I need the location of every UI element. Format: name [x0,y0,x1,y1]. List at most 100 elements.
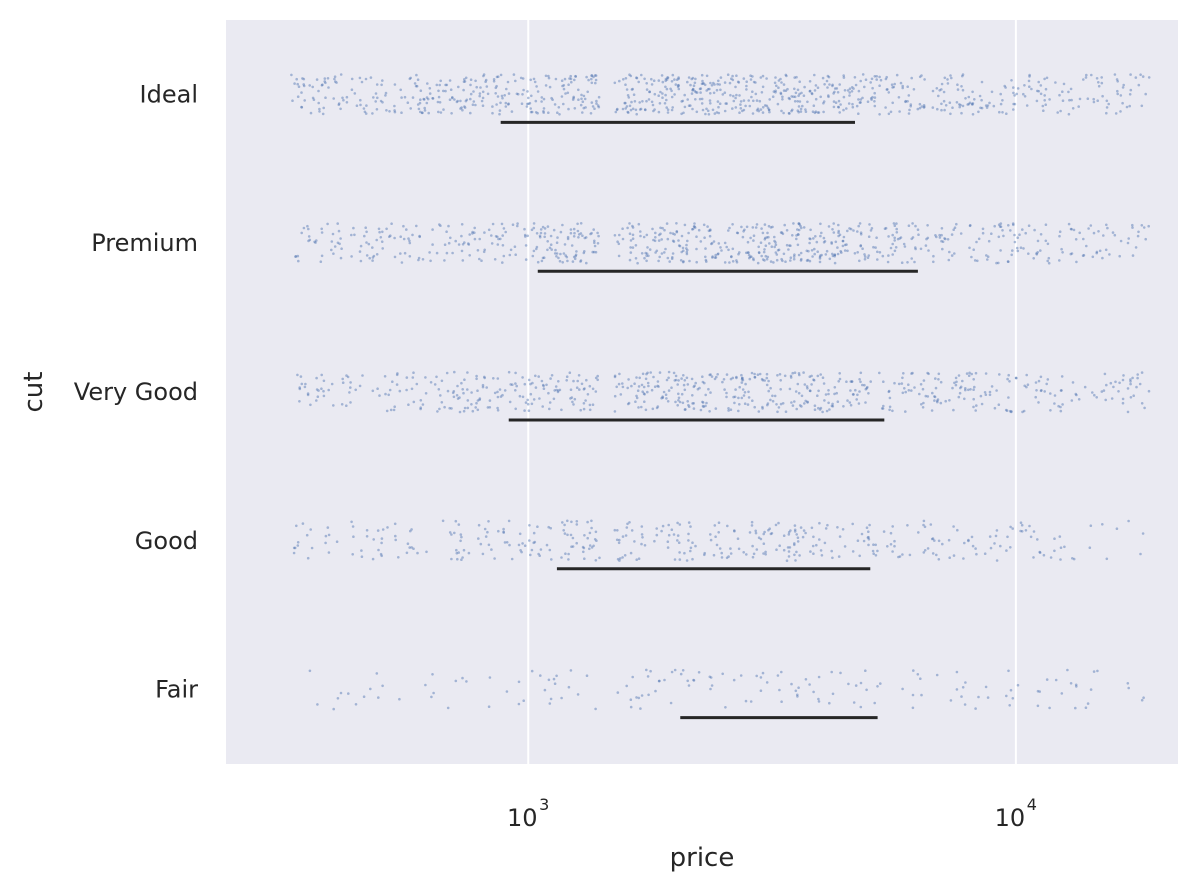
point [765,257,769,261]
point [594,559,598,562]
point [349,386,352,389]
point [720,551,723,555]
point [874,554,878,557]
point [793,528,797,532]
point [411,96,415,99]
point [734,388,737,391]
point [619,393,623,396]
point [850,90,854,93]
point [774,76,777,79]
point [1016,249,1020,253]
point [918,106,922,110]
point [1121,86,1125,89]
point [469,78,473,81]
point [676,539,679,542]
point [1105,99,1109,103]
point [506,80,510,84]
point [709,391,712,394]
point [463,105,466,108]
point [943,237,946,240]
point [720,556,724,559]
point [813,89,817,92]
point [645,252,649,255]
point [451,96,454,100]
point [652,79,656,82]
point [1007,260,1010,264]
point [917,233,920,236]
point [1059,389,1063,392]
point [933,395,936,398]
point [751,226,755,229]
point [666,546,670,549]
point [849,380,853,383]
point [594,390,598,393]
point [438,223,441,226]
point [714,535,717,538]
point [459,533,463,536]
point [578,388,581,391]
point [315,399,318,402]
point [647,384,650,388]
point [475,377,478,381]
point [417,258,420,262]
point [1059,546,1063,549]
point [958,391,962,395]
point [345,101,349,104]
point [616,529,619,532]
point [895,73,899,77]
point [748,377,752,381]
point [1039,389,1043,393]
point [530,110,534,114]
point [1129,396,1133,399]
point [570,545,573,548]
point [907,383,910,387]
point [694,90,698,94]
point [556,390,560,394]
point [827,392,830,396]
point [501,244,505,247]
point [888,405,892,409]
point [1069,252,1073,256]
point [1056,111,1059,114]
point [740,378,744,381]
point [626,110,629,114]
point [1006,377,1009,381]
point [431,673,434,676]
point [372,538,376,541]
point [613,410,617,413]
point [518,532,522,536]
point [657,79,661,82]
point [961,74,964,78]
point [571,536,575,540]
point [350,233,353,237]
point [451,391,455,395]
point [572,96,575,100]
point [780,257,783,261]
point [870,227,874,230]
point [833,90,836,94]
point [666,256,670,260]
point [652,238,655,242]
point [850,380,854,383]
point [464,76,468,80]
point [1069,87,1073,91]
point [557,380,560,383]
point [499,101,502,105]
point [445,83,449,87]
point [1089,224,1093,227]
point [336,222,340,225]
point [375,238,379,242]
point [530,94,533,98]
point [735,376,738,380]
point [931,106,935,109]
point [572,403,575,406]
point [693,226,697,229]
point [423,106,427,110]
point [442,108,445,111]
point [712,91,716,95]
point [1013,240,1017,244]
point [388,388,392,392]
point [889,110,893,114]
point [745,88,748,91]
point [681,260,685,264]
